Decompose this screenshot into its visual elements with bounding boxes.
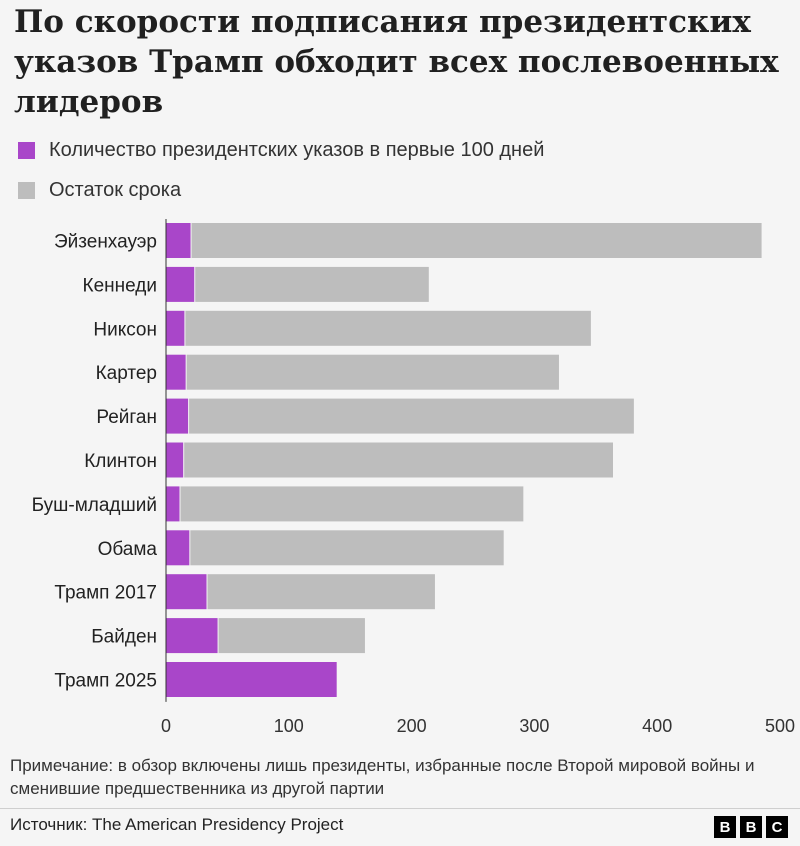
bar-first-100-days-3 xyxy=(166,354,186,390)
bar-rest-of-term-0 xyxy=(191,223,762,258)
bar-rest-of-term-4 xyxy=(189,398,634,434)
bar-first-100-days-4 xyxy=(166,398,189,434)
x-tick-label: 400 xyxy=(642,716,672,736)
category-label: Никсон xyxy=(93,319,157,340)
bar-first-100-days-5 xyxy=(166,442,184,478)
bar-first-100-days-6 xyxy=(166,486,180,522)
category-label: Эйзенхауэр xyxy=(54,232,157,253)
category-label: Кеннеди xyxy=(83,275,157,296)
footer-divider xyxy=(0,808,800,809)
x-tick-label: 500 xyxy=(765,716,795,736)
bar-chart: Эйзенхауэр Кеннеди Никсон Картер Рейган Клинт… xyxy=(32,219,795,736)
category-label: Трамп 2025 xyxy=(54,671,157,692)
bar-first-100-days-0 xyxy=(166,223,191,258)
legend-swatch-rest-of-term xyxy=(18,181,35,199)
category-label: Клинтон xyxy=(84,451,157,472)
chart-title: По скорости подписания президентских ука… xyxy=(14,4,779,120)
legend-swatch-first-100-days xyxy=(18,141,35,159)
bar-first-100-days-10 xyxy=(166,662,337,697)
bar-rest-of-term-6 xyxy=(180,486,524,522)
bar-first-100-days-7 xyxy=(166,530,190,566)
bar-first-100-days-1 xyxy=(166,266,195,302)
legend-label-rest-of-term: Остаток срока xyxy=(49,178,182,201)
bbc-logo: B B C xyxy=(714,816,788,838)
category-label: Рейган xyxy=(96,407,157,428)
category-label: Буш-младший xyxy=(32,495,157,516)
bar-first-100-days-2 xyxy=(166,310,185,346)
bar-rest-of-term-5 xyxy=(184,442,613,478)
legend-item-rest-of-term: Остаток срока xyxy=(18,170,544,210)
source-text: Источник: The American Presidency Projec… xyxy=(10,815,344,834)
x-tick-label: 200 xyxy=(397,716,427,736)
bbc-logo-block-2: B xyxy=(740,816,762,838)
legend: Количество президентских указов в первые… xyxy=(18,130,544,210)
chart-note: Примечание: в обзор включены лишь презид… xyxy=(10,756,755,798)
category-label: Трамп 2017 xyxy=(54,583,157,604)
category-label: Обама xyxy=(98,539,158,560)
bbc-logo-block-1: B xyxy=(714,816,736,838)
x-tick-label: 100 xyxy=(274,716,304,736)
bar-rest-of-term-7 xyxy=(190,530,504,566)
bar-rest-of-term-1 xyxy=(195,266,429,302)
bar-rest-of-term-3 xyxy=(186,354,559,390)
x-tick-label: 0 xyxy=(161,716,171,736)
legend-item-first-100-days: Количество президентских указов в первые… xyxy=(18,130,544,170)
x-tick-label: 300 xyxy=(519,716,549,736)
bar-first-100-days-9 xyxy=(166,618,218,654)
category-label: Байден xyxy=(91,627,157,648)
legend-label-first-100-days: Количество президентских указов в первые… xyxy=(49,138,545,161)
bar-rest-of-term-8 xyxy=(207,574,435,610)
bar-first-100-days-8 xyxy=(166,574,207,610)
bar-rest-of-term-2 xyxy=(185,310,591,346)
bbc-logo-block-3: C xyxy=(766,816,788,838)
bar-rest-of-term-9 xyxy=(218,618,365,654)
category-label: Картер xyxy=(96,363,157,384)
